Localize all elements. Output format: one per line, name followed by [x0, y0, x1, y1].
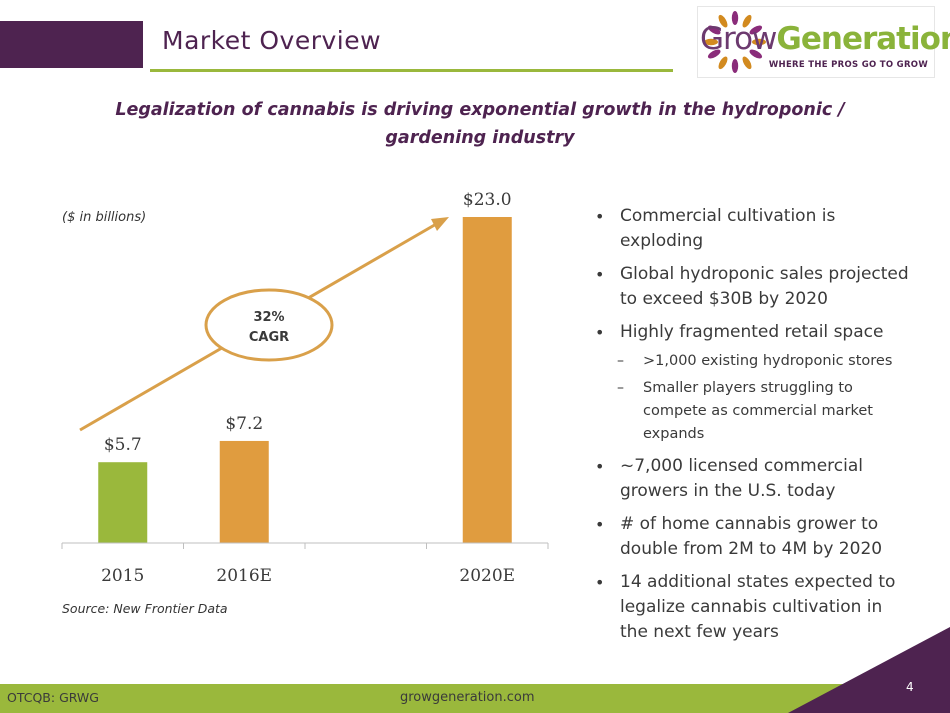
bar-2020e — [462, 217, 512, 543]
slide-subtitle: Legalization of cannabis is driving expo… — [115, 100, 845, 148]
sub-bullet-item: Smaller players struggling to compete as… — [593, 377, 913, 446]
footer-bar — [0, 684, 950, 713]
title-underline — [150, 69, 673, 72]
bullet-item: Commercial cultivation is exploding — [593, 204, 913, 254]
cagr-arrowhead — [431, 217, 449, 231]
cagr-annotation-percent: 32% — [253, 310, 284, 325]
chart-source-note: Source: New Frontier Data — [62, 601, 228, 616]
x-tick-label: 2020E — [459, 566, 515, 586]
logo-wordmark: GrowGeneration — [700, 21, 950, 57]
footer-ticker: OTCQB: GRWG — [7, 690, 99, 705]
cagr-annotation-label: CAGR — [249, 330, 289, 345]
company-logo: GrowGeneration WHERE THE PROS GO TO GROW — [697, 6, 950, 78]
bullet-item: 14 additional states expected to legaliz… — [593, 570, 913, 645]
x-tick-label: 2016E — [216, 566, 272, 586]
page-number: 4 — [906, 680, 914, 694]
cagr-annotation-oval — [204, 288, 334, 362]
bar-value-label: $7.2 — [225, 414, 263, 434]
chart-units-note: ($ in billions) — [62, 210, 147, 225]
bar-2016e — [219, 440, 269, 543]
sub-bullet-item: >1,000 existing hydroponic stores — [593, 349, 913, 373]
bullet-item: Global hydroponic sales projected to exc… — [593, 262, 913, 312]
footer-website: growgeneration.com — [400, 690, 535, 705]
bar-2015 — [98, 462, 148, 543]
bullet-item: Highly fragmented retail space — [593, 320, 913, 345]
logo-tagline: WHERE THE PROS GO TO GROW — [768, 60, 928, 70]
page-title: Market Overview — [162, 26, 382, 55]
title-accent-band — [0, 21, 143, 68]
bullet-item: ~7,000 licensed commercial growers in th… — [593, 454, 913, 504]
bullet-item: # of home cannabis grower to double from… — [593, 512, 913, 562]
bar-value-label: $23.0 — [463, 190, 512, 210]
key-points-list: Commercial cultivation is exploding Glob… — [593, 204, 913, 645]
x-tick-label: 2015 — [101, 566, 144, 586]
flower-icon — [704, 11, 766, 73]
bar-value-label: $5.7 — [104, 435, 142, 455]
